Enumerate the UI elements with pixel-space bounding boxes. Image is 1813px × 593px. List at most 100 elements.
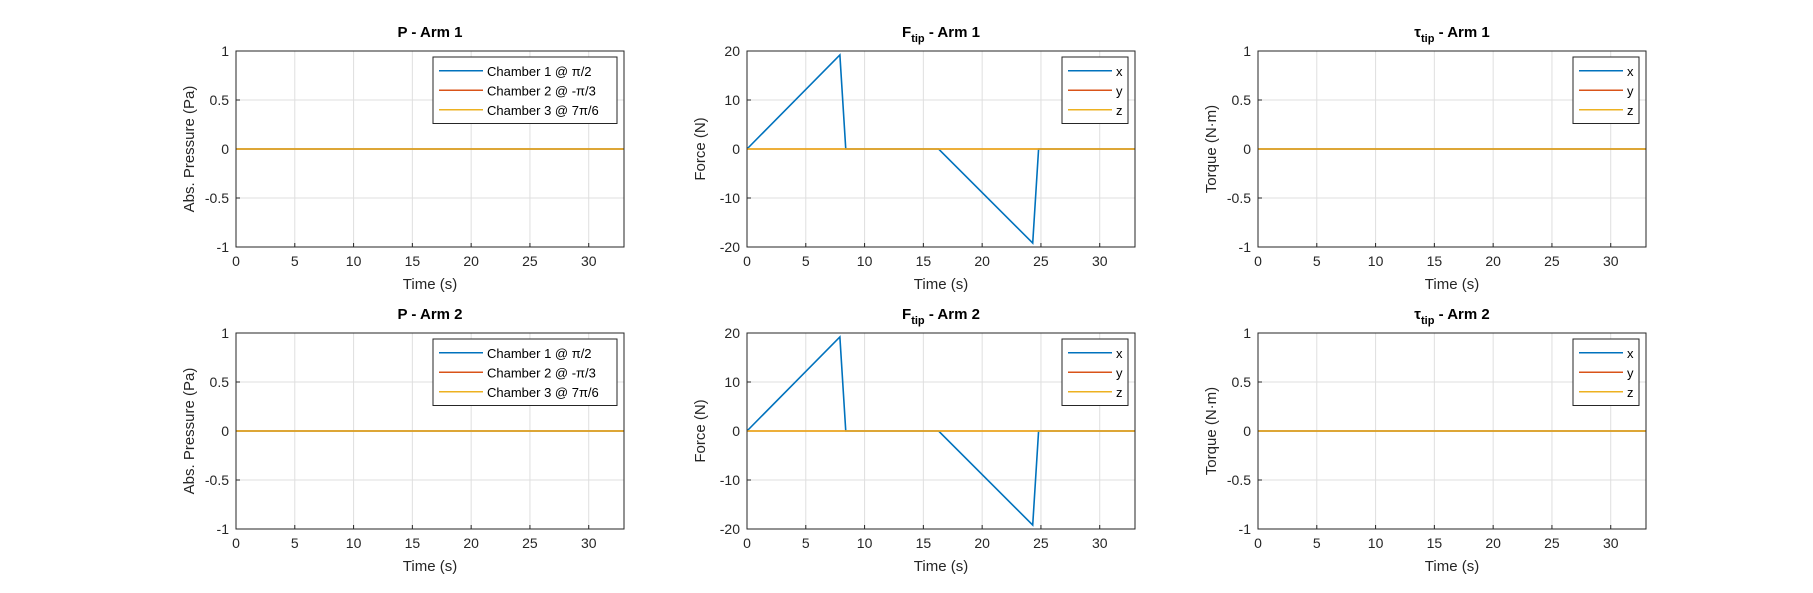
legend-entry-3: Chamber 3 @ 7π/6 xyxy=(487,385,599,400)
y-tick-label: 1 xyxy=(221,325,229,341)
x-tick-label: 0 xyxy=(743,535,751,551)
y-axis-label: Torque (N·m) xyxy=(1203,105,1220,193)
y-tick-label: -1 xyxy=(1239,239,1252,255)
y-tick-label: 0 xyxy=(1243,423,1251,439)
y-axis-label: Abs. Pressure (Pa) xyxy=(181,86,198,213)
subplot-title: Ftip - Arm 2 xyxy=(902,306,980,327)
x-tick-label: 20 xyxy=(1485,535,1501,551)
y-axis-label: Abs. Pressure (Pa) xyxy=(181,368,198,495)
y-tick-label: 20 xyxy=(724,43,740,59)
subplot-3: 0 5 10 15 20 25 30 -1 -0.5 0 0.5 1 τtip - Arm 1 Time … xyxy=(1203,24,1647,293)
x-axis-label: Time (s) xyxy=(914,558,968,575)
x-tick-label: 5 xyxy=(1313,253,1321,269)
x-tick-label: 25 xyxy=(1033,253,1049,269)
x-tick-label: 25 xyxy=(522,535,538,551)
legend: Chamber 1 @ π/2 Chamber 2 @ -π/3 Chamber 3… xyxy=(432,56,618,124)
title-subscript: tip xyxy=(1421,315,1435,327)
legend-entry-1: x xyxy=(1116,64,1123,79)
axes-box xyxy=(746,332,1136,530)
y-tick-label: 0 xyxy=(221,141,229,157)
legend-entry-2: y xyxy=(1627,83,1634,98)
legend-entry-2: y xyxy=(1116,365,1123,380)
subplot-title: Ftip - Arm 1 xyxy=(902,24,980,45)
y-tick-label: 0.5 xyxy=(210,92,230,108)
y-tick-label: 0.5 xyxy=(210,374,230,390)
y-tick-label: 0 xyxy=(221,423,229,439)
x-tick-label: 0 xyxy=(743,253,751,269)
legend: xyz xyxy=(1061,56,1129,124)
x-tick-label: 15 xyxy=(916,253,932,269)
x-tick-label: 20 xyxy=(974,253,990,269)
y-tick-label: -1 xyxy=(1239,521,1252,537)
x-tick-label: 15 xyxy=(1427,253,1443,269)
legend-entry-1: Chamber 1 @ π/2 xyxy=(487,346,592,361)
x-tick-label: 25 xyxy=(1033,535,1049,551)
title-symbol: F xyxy=(902,306,911,323)
y-tick-label: 0 xyxy=(732,141,740,157)
x-tick-label: 25 xyxy=(522,253,538,269)
x-tick-label: 10 xyxy=(1368,535,1384,551)
y-tick-label: 0.5 xyxy=(1232,374,1252,390)
subplot-2: 0 5 10 15 20 25 30 -20 -10 0 10 20 Ftip - Arm 1 Time … xyxy=(692,24,1136,293)
x-tick-label: 20 xyxy=(463,535,479,551)
title-symbol: τ xyxy=(1414,306,1421,323)
y-tick-label: 1 xyxy=(1243,43,1251,59)
x-tick-label: 15 xyxy=(405,253,421,269)
legend-entry-3: Chamber 3 @ 7π/6 xyxy=(487,103,599,118)
x-tick-label: 10 xyxy=(857,253,873,269)
x-tick-label: 15 xyxy=(916,535,932,551)
y-tick-label: 10 xyxy=(724,92,740,108)
title-suffix: - Arm 2 xyxy=(925,306,980,323)
axes-box xyxy=(1257,50,1647,248)
y-tick-label: -20 xyxy=(720,239,740,255)
legend-entry-2: Chamber 2 @ -π/3 xyxy=(487,83,596,98)
x-tick-label: 0 xyxy=(1254,535,1262,551)
x-tick-label: 10 xyxy=(1368,253,1384,269)
legend-entry-2: y xyxy=(1627,365,1634,380)
subplot-6: 0 5 10 15 20 25 30 -1 -0.5 0 0.5 1 τtip - Arm 2 Time … xyxy=(1203,306,1647,575)
title-symbol: F xyxy=(902,24,911,41)
legend-entry-1: Chamber 1 @ π/2 xyxy=(487,64,592,79)
subplot-title: τtip - Arm 2 xyxy=(1414,306,1489,327)
y-tick-label: 20 xyxy=(724,325,740,341)
x-tick-label: 0 xyxy=(232,535,240,551)
axes-box xyxy=(746,50,1136,248)
x-tick-label: 30 xyxy=(581,535,597,551)
x-tick-label: 10 xyxy=(346,535,362,551)
y-tick-label: -1 xyxy=(217,521,230,537)
x-tick-label: 10 xyxy=(346,253,362,269)
x-tick-label: 5 xyxy=(291,253,299,269)
x-tick-label: 30 xyxy=(1603,535,1619,551)
x-tick-label: 25 xyxy=(1544,253,1560,269)
legend-entry-1: x xyxy=(1627,64,1634,79)
y-tick-label: 10 xyxy=(724,374,740,390)
y-tick-label: -0.5 xyxy=(1227,190,1251,206)
x-tick-label: 20 xyxy=(463,253,479,269)
x-tick-label: 20 xyxy=(1485,253,1501,269)
x-tick-label: 30 xyxy=(581,253,597,269)
title-suffix: - Arm 1 xyxy=(1434,24,1489,41)
subplot-title: P - Arm 1 xyxy=(397,24,462,41)
title-subscript: tip xyxy=(911,33,925,45)
x-axis-label: Time (s) xyxy=(1425,276,1479,293)
y-tick-label: 0 xyxy=(732,423,740,439)
y-tick-label: -0.5 xyxy=(205,472,229,488)
subplot-1: 0 5 10 15 20 25 30 -1 -0.5 0 0.5 1 P - Arm 1 Time (s)… xyxy=(181,24,625,293)
legend-entry-2: y xyxy=(1116,83,1123,98)
subplot-5: 0 5 10 15 20 25 30 -20 -10 0 10 20 Ftip - Arm 2 Time … xyxy=(692,306,1136,575)
y-tick-label: 1 xyxy=(221,43,229,59)
legend: xyz xyxy=(1572,56,1640,124)
title-subscript: tip xyxy=(1421,33,1435,45)
axes-box xyxy=(1257,332,1647,530)
x-axis-label: Time (s) xyxy=(1425,558,1479,575)
y-axis-label: Torque (N·m) xyxy=(1203,387,1220,475)
title-symbol: τ xyxy=(1414,24,1421,41)
legend-entry-3: z xyxy=(1116,385,1123,400)
x-tick-label: 15 xyxy=(405,535,421,551)
y-axis-label: Force (N) xyxy=(692,399,709,462)
y-tick-label: -10 xyxy=(720,190,740,206)
legend-entry-3: z xyxy=(1627,103,1634,118)
subplot-title: P - Arm 2 xyxy=(397,306,462,323)
x-axis-label: Time (s) xyxy=(403,558,457,575)
